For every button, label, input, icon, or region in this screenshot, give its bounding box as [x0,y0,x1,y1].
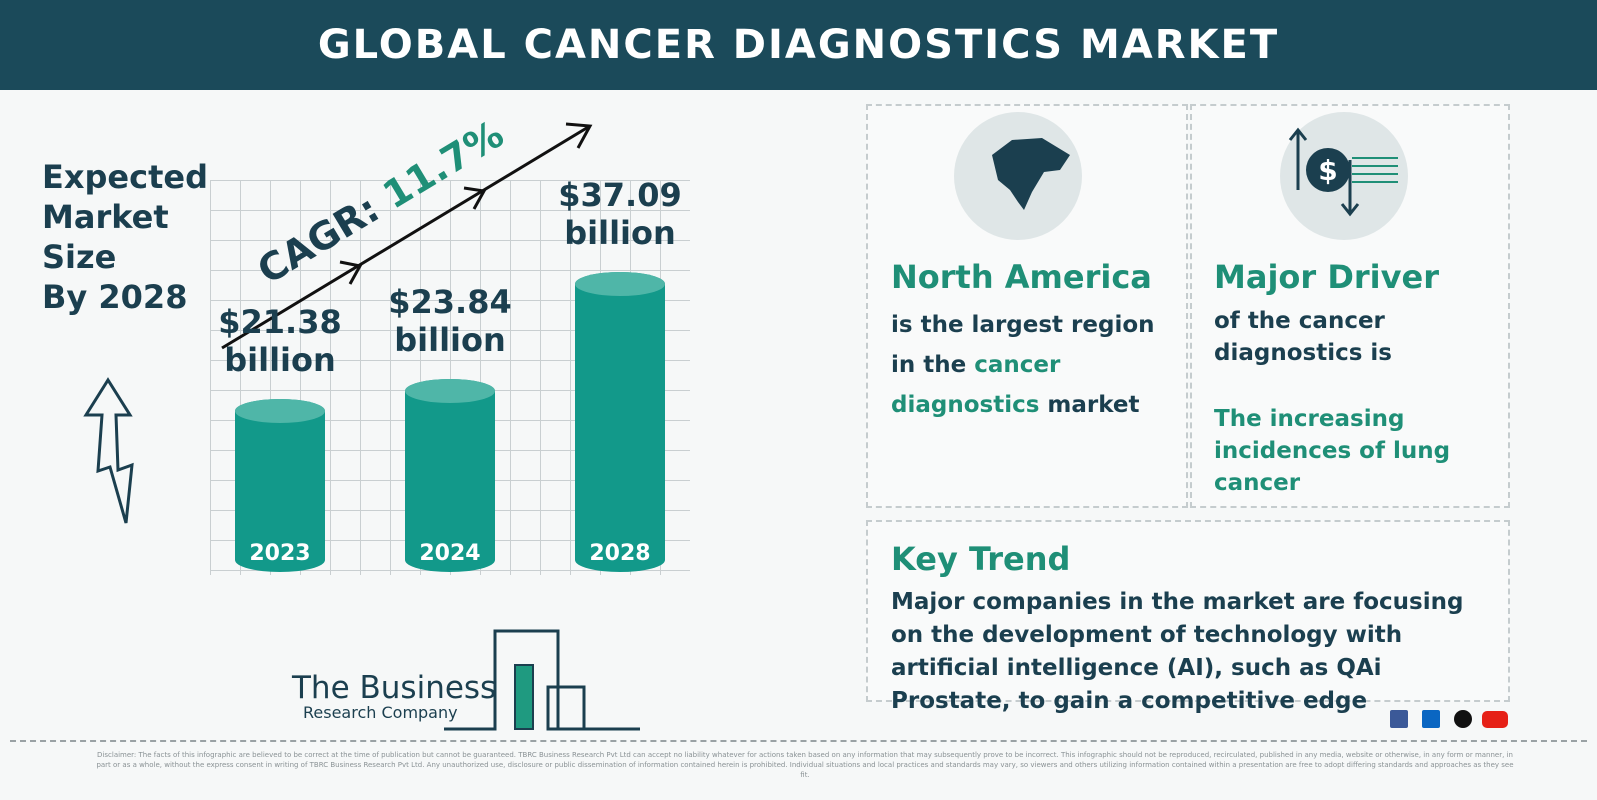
x-icon[interactable] [1454,710,1472,728]
youtube-icon[interactable] [1482,711,1508,728]
map-icon [954,112,1082,240]
driver-text: of the cancer diagnostics is [1214,308,1392,366]
intro-line: Expected [42,158,208,196]
bar: 2024 [405,379,495,572]
logo-graphic [444,629,640,731]
intro-line: Size [42,238,117,276]
bar-top [235,399,325,424]
arrow-icon [83,377,134,524]
trend-title: Key Trend [891,540,1071,578]
driver-title: Major Driver [1214,258,1439,296]
category-label: 2023 [249,540,311,566]
region-text-before: is the largest region in the [891,312,1155,378]
growth-arrow [221,122,593,350]
category-label: 2024 [419,540,481,566]
intro-line: Market [42,198,169,236]
disclaimer: Disclaimer: The facts of this infographi… [96,751,1514,779]
driver-highlight: The increasing incidences of lung cancer [1214,406,1451,496]
value-label: $37.09 billion [558,176,682,252]
logo-line2: Research Company [303,703,458,722]
region-title: North America [891,258,1152,296]
region-text: is the largest region in the cancer diag… [891,305,1181,425]
logo-line1: The Business [292,670,497,706]
value-label: $21.38 billion [218,303,342,380]
bar-top [405,379,495,404]
trend-panel [866,520,1510,702]
intro-line: By 2028 [42,278,188,316]
linkedin-icon[interactable] [1422,710,1440,728]
bar: 2023 [235,399,325,572]
trend-text: Major companies in the market are focusi… [891,589,1464,714]
social-icons [1390,710,1508,728]
divider [10,740,1587,742]
region-text-after: market [1047,392,1140,418]
svg-text:$: $ [1318,154,1337,187]
facebook-icon[interactable] [1390,710,1408,728]
money-icon: $ [1280,112,1408,240]
category-label: 2028 [589,541,651,566]
bar: 2028 [575,272,665,572]
value-label: $23.84 billion [388,283,512,360]
header-title: GLOBAL CANCER DIAGNOSTICS MARKET [0,0,1597,90]
region-highlight: cancer diagnostics [891,352,1061,418]
bar-top [575,272,665,296]
